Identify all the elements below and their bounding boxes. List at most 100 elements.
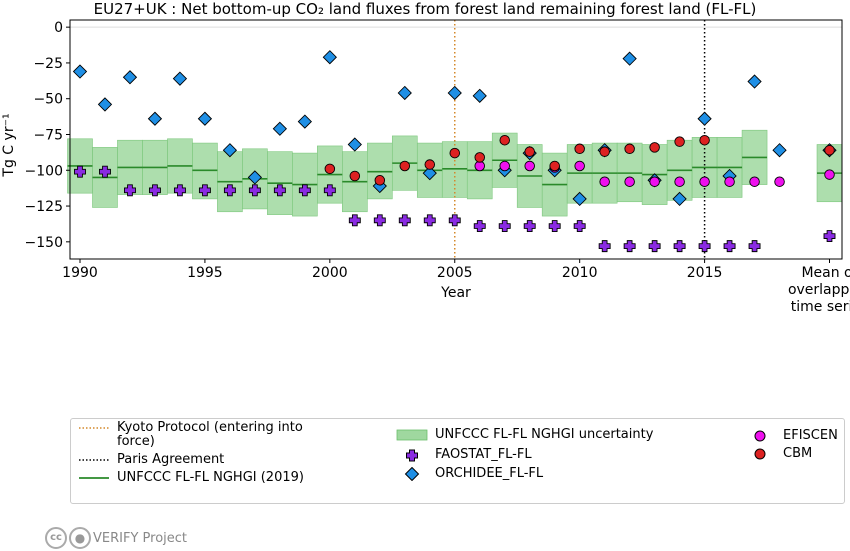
cbm-point [549, 160, 560, 172]
magenta-circle-icon [754, 430, 766, 442]
orchidee-fl-fl-point [247, 170, 263, 185]
legend-item-band: UNFCCC FL-FL NGHGI uncertainty [395, 428, 653, 442]
x-tick-label: 2005 [437, 265, 473, 281]
cbm-point [374, 175, 386, 186]
y-axis-label: Tg C yr⁻¹ [1, 113, 17, 177]
cc-license-icon: cc [45, 527, 67, 549]
x-tick-label: 2015 [687, 265, 723, 281]
orchidee-fl-fl-point [297, 114, 312, 129]
x-tick-label-mean: overlapping [788, 282, 850, 298]
cbm-point [399, 160, 411, 172]
efiscen-point [524, 160, 535, 172]
legend-item-efiscen: EFISCEN [743, 429, 838, 443]
faostat-fl-fl-point [323, 184, 336, 197]
efiscen-point [574, 160, 585, 172]
faostat-fl-fl-point [173, 184, 186, 197]
y-tick-label: −50 [33, 92, 63, 108]
orchidee-fl-fl-point [447, 85, 462, 101]
x-tick-label: 1995 [187, 265, 223, 281]
legend-item-nghgi: UNFCCC FL-FL NGHGI (2019) [77, 471, 304, 485]
paris-line-swatch [79, 459, 109, 461]
red-circle-icon [754, 448, 766, 460]
efiscen-point [674, 176, 685, 187]
x-tick-label-mean: Mean of [801, 265, 850, 281]
cbm-point [449, 147, 461, 159]
cbm-point [324, 163, 336, 175]
cbm-mean-point [824, 144, 835, 156]
orchidee-fl-fl-point [347, 137, 362, 152]
orchidee-fl-fl-point [472, 88, 487, 103]
chart: 0 −25 −50 −75 −100 −125 −150 1990 1995 2000 2005 20… [1, 0, 850, 315]
cbm-point [424, 159, 436, 170]
faostat-fl-fl-mean-point [823, 230, 836, 243]
faostat-fl-fl-point [448, 214, 461, 227]
legend-label-band: UNFCCC FL-FL NGHGI uncertainty [435, 427, 654, 442]
nghgi-lines [67, 156, 842, 186]
y-tick-label: −75 [33, 127, 63, 143]
legend-item-cbm: CBM [743, 447, 812, 461]
orchidee-fl-fl-point [272, 121, 288, 136]
orchidee-fl-fl-point [122, 70, 138, 85]
data-points [72, 50, 837, 253]
y-tick-label: −25 [33, 56, 63, 72]
cbm-point [649, 142, 660, 153]
cbm-point [599, 146, 610, 157]
y-tick-label: −150 [25, 235, 63, 251]
plus-marker-icon [406, 449, 418, 462]
orchidee-fl-fl-point [772, 143, 787, 158]
cbm-point [624, 143, 635, 155]
orchidee-fl-fl-point [97, 97, 113, 112]
cbm-point [499, 134, 510, 146]
faostat-fl-fl-point [748, 240, 761, 253]
cbm-point [574, 143, 585, 155]
credit: cc ● VERIFY Project [45, 527, 187, 549]
faostat-fl-fl-point [298, 184, 311, 197]
efiscen-point [749, 176, 760, 187]
efiscen-mean-point [824, 169, 835, 180]
faostat-fl-fl-point [698, 240, 711, 253]
y-tick-label: −100 [25, 163, 63, 179]
orchidee-fl-fl-point [147, 111, 163, 126]
efiscen-point [774, 176, 785, 187]
legend-item-paris: Paris Agreement [77, 453, 224, 467]
efiscen-point [649, 176, 660, 187]
kyoto-line-swatch [79, 427, 109, 429]
legend-item-fao: FAOSTAT_FL-FL [395, 448, 532, 462]
faostat-fl-fl-point [248, 184, 261, 197]
orchidee-fl-fl-point [747, 74, 762, 89]
legend-label-fao: FAOSTAT_FL-FL [435, 447, 532, 462]
orchidee-fl-fl-point [572, 191, 587, 207]
faostat-fl-fl-point [398, 214, 411, 227]
faostat-fl-fl-point [74, 165, 86, 178]
faostat-fl-fl-point [648, 240, 661, 253]
faostat-fl-fl-point [473, 220, 486, 233]
cbm-point [524, 146, 535, 157]
orchidee-fl-fl-point [197, 111, 213, 126]
faostat-fl-fl-point [373, 214, 386, 227]
legend-label-kyoto: Kyoto Protocol (entering into force) [117, 420, 303, 449]
y-tick-label: 0 [54, 20, 63, 36]
credit-text: VERIFY Project [93, 530, 188, 546]
faostat-fl-fl-point [348, 214, 361, 227]
faostat-fl-fl-point [198, 184, 211, 197]
faostat-fl-fl-point [548, 220, 561, 233]
cbm-point [349, 170, 361, 182]
faostat-fl-fl-point [673, 240, 686, 253]
efiscen-point [499, 160, 510, 172]
faostat-fl-fl-point [523, 220, 536, 233]
legend: Kyoto Protocol (entering into force) Par… [70, 418, 845, 504]
legend-label-cbm: CBM [783, 446, 813, 461]
faostat-fl-fl-point [124, 184, 136, 197]
legend-label-orchidee: ORCHIDEE_FL-FL [435, 466, 544, 481]
orchidee-fl-fl-point [322, 50, 337, 65]
legend-label-efiscen: EFISCEN [783, 428, 838, 443]
orchidee-fl-fl-point [172, 71, 188, 86]
chart-title: EU27+UK : Net bottom-up CO₂ land fluxes … [94, 0, 757, 18]
orchidee-fl-fl-point [672, 191, 687, 207]
cbm-point [699, 134, 710, 146]
faostat-fl-fl-point [573, 220, 586, 233]
x-tick-label-mean: time series [791, 299, 850, 315]
faostat-fl-fl-point [623, 240, 636, 253]
legend-item-kyoto: Kyoto Protocol (entering into force) [77, 421, 327, 449]
plot-frame [69, 19, 843, 260]
